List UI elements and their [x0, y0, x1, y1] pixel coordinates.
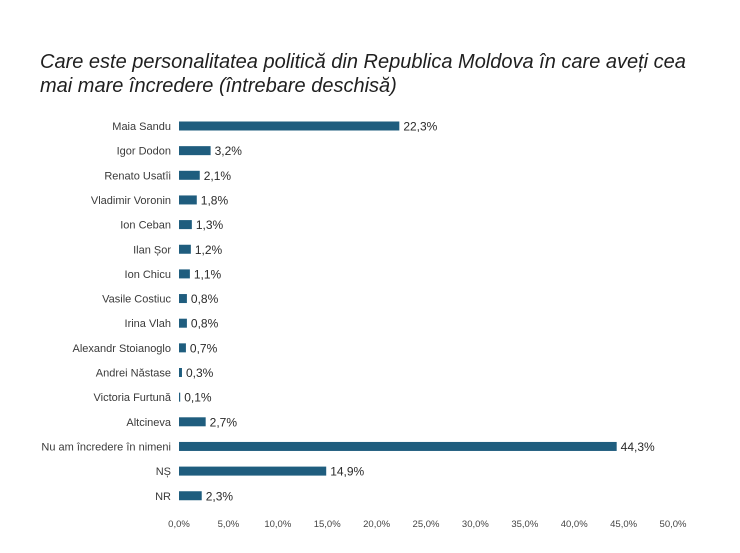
bar-ion-ceban: [179, 220, 192, 230]
category-label-ion-chicu: Ion Chicu: [125, 269, 171, 281]
category-label-maia-sandu: Maia Sandu: [112, 121, 171, 133]
bar-nr: [179, 491, 202, 501]
category-label-igor-dodon: Igor Dodon: [117, 146, 171, 158]
value-label-nu-am-incredere-in-nimeni: 44,3%: [621, 440, 655, 454]
value-label-victoria-furtuna: 0,1%: [184, 391, 212, 405]
category-labels-group: Maia Sandu Igor Dodon Renato Usatîi Vladimi…: [41, 121, 172, 503]
x-tick-label: 30,0%: [462, 519, 489, 530]
bar-nu-am-incredere-in-nimeni: [179, 441, 617, 451]
value-label-irina-vlah: 0,8%: [191, 317, 219, 331]
value-label-igor-dodon: 3,2%: [215, 144, 243, 158]
bar-ns: [179, 466, 327, 476]
x-tick-label: 40,0%: [561, 519, 588, 530]
category-label-nu-am-incredere-in-nimeni: Nu am încredere în nimeni: [41, 441, 171, 453]
x-tick-label: 15,0%: [314, 519, 341, 530]
chart-title: Care este personalitatea politică din Re…: [40, 51, 686, 97]
value-label-ion-chicu: 1,1%: [194, 267, 222, 281]
value-label-ns: 14,9%: [330, 465, 364, 479]
x-tick-label: 5,0%: [218, 519, 240, 530]
category-label-irina-vlah: Irina Vlah: [125, 318, 171, 330]
x-tick-label: 10,0%: [264, 519, 291, 530]
bar-renato-usatii: [179, 170, 200, 180]
value-label-vladimir-voronin: 1,8%: [201, 193, 229, 207]
bar-andrei-nastase: [179, 368, 182, 377]
value-label-nr: 2,3%: [206, 489, 234, 503]
bar-maia-sandu: [179, 121, 400, 131]
category-label-vladimir-voronin: Vladimir Voronin: [91, 195, 171, 207]
bar-igor-dodon: [179, 146, 211, 156]
category-label-ns: NȘ: [156, 466, 171, 478]
bars-group: [179, 121, 617, 501]
category-label-altcineva: Altcineva: [126, 417, 172, 429]
bar-ion-chicu: [179, 269, 190, 279]
category-label-ion-ceban: Ion Ceban: [120, 220, 171, 232]
value-label-altcineva: 2,7%: [210, 415, 238, 429]
category-label-andrei-nastase: Andrei Năstase: [96, 368, 171, 380]
x-tick-label: 45,0%: [610, 519, 637, 530]
category-label-victoria-furtuna: Victoria Furtună: [94, 392, 172, 404]
x-tick-label: 0,0%: [168, 519, 190, 530]
bar-altcineva: [179, 417, 206, 427]
value-label-andrei-nastase: 0,3%: [186, 366, 214, 380]
bar-irina-vlah: [179, 318, 187, 328]
bar-vasile-costiuc: [179, 294, 187, 304]
x-axis-ticks-group: 0,0% 5,0% 10,0% 15,0% 20,0% 25,0% 30,0% 35,0% 40…: [168, 519, 687, 530]
x-tick-label: 35,0%: [511, 519, 538, 530]
value-label-alexandr-stoianoglo: 0,7%: [190, 341, 218, 355]
value-label-ilan-sor: 1,2%: [195, 243, 223, 257]
category-label-nr: NR: [155, 491, 171, 503]
category-label-alexandr-stoianoglo: Alexandr Stoianoglo: [73, 343, 171, 355]
category-label-ilan-sor: Ilan Șor: [133, 244, 171, 256]
category-label-renato-usatii: Renato Usatîi: [104, 170, 171, 182]
bar-ilan-sor: [179, 244, 191, 254]
value-label-maia-sandu: 22,3%: [403, 120, 437, 134]
category-label-vasile-costiuc: Vasile Costiuc: [102, 294, 171, 306]
x-tick-label: 50,0%: [660, 519, 687, 530]
x-tick-label: 25,0%: [413, 519, 440, 530]
x-tick-label: 20,0%: [363, 519, 390, 530]
value-label-ion-ceban: 1,3%: [196, 218, 224, 232]
value-labels-group: 22,3% 3,2% 2,1% 1,8% 1,3% 1,2% 1,1% 0,8% 0,8% 0,7…: [184, 120, 655, 504]
value-label-renato-usatii: 2,1%: [204, 169, 232, 183]
value-label-vasile-costiuc: 0,8%: [191, 292, 219, 306]
bar-victoria-furtuna: [179, 392, 181, 402]
bar-vladimir-voronin: [179, 195, 197, 205]
bar-alexandr-stoianoglo: [179, 343, 186, 353]
